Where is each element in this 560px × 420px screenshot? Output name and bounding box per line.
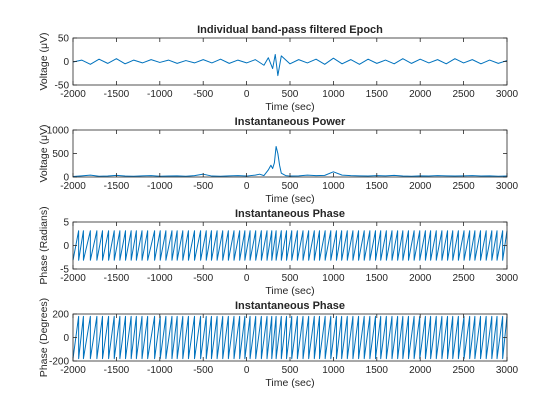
panel-epoch: -2000 -1500 -1000 -500 0 500 1000 1500 2000 2500 3… <box>38 24 519 113</box>
phase-radians-xtick-label: 0 <box>244 273 250 284</box>
power-xtick-label: -500 <box>193 181 213 192</box>
panel-phase-degrees: -2000 -1500 -1000 -500 0 500 1000 1500 2000 2500 3… <box>38 298 519 389</box>
power-ytick-label: 1000 <box>47 126 70 137</box>
phase-degrees-ytick-label: 0 <box>63 333 69 344</box>
power-xtick-label: 0 <box>244 181 250 192</box>
phase-radians-xtick-label: 1000 <box>322 273 345 284</box>
phase-radians-xtick-label: 500 <box>282 273 299 284</box>
power-ytick-label: 500 <box>52 149 69 160</box>
epoch-title: Individual band-pass filtered Epoch <box>197 24 383 36</box>
phase-degrees-xtick-label: 2500 <box>452 365 475 376</box>
phase-degrees-xtick-label: 0 <box>244 365 250 376</box>
epoch-xlabel: Time (sec) <box>265 101 314 113</box>
phase-radians-title: Instantaneous Phase <box>235 208 345 220</box>
phase-degrees-xtick-label: -1500 <box>104 365 130 376</box>
phase-radians-xlabel: Time (sec) <box>265 285 314 297</box>
phase-radians-ylabel: Phase (Radians) <box>38 206 50 284</box>
power-ytick-label: 0 <box>63 173 69 184</box>
phase-degrees-xlabel: Time (sec) <box>265 377 314 389</box>
epoch-ytick-label: 0 <box>63 57 69 68</box>
phase-degrees-xtick-label: -1000 <box>147 365 173 376</box>
epoch-xtick-label: 500 <box>282 89 299 100</box>
phase-radians-ytick-label: 0 <box>63 241 69 252</box>
epoch-xtick-label: 1500 <box>366 89 389 100</box>
panel-phase-radians: -2000 -1500 -1000 -500 0 500 1000 1500 2000 2500 3… <box>38 206 519 297</box>
phase-degrees-ytick-label: 200 <box>52 310 69 321</box>
phase-radians-xtick-label: -2000 <box>60 273 86 284</box>
phase-radians-ytick-label: 5 <box>63 218 69 229</box>
epoch-ylabel: Voltage (μV) <box>38 33 50 91</box>
power-series-line <box>72 145 508 178</box>
phase-radians-xtick-label: -500 <box>193 273 213 284</box>
phase-radians-xtick-label: 2000 <box>409 273 432 284</box>
phase-degrees-xtick-label: -2000 <box>60 365 86 376</box>
power-xtick-label: 1000 <box>322 181 345 192</box>
power-xtick-label: -1500 <box>104 181 130 192</box>
phase-degrees-xtick-label: 2000 <box>409 365 432 376</box>
phase-degrees-title: Instantaneous Phase <box>235 300 345 312</box>
phase-degrees-xtick-label: 500 <box>282 365 299 376</box>
phase-degrees-xtick-label: 3000 <box>496 365 519 376</box>
phase-degrees-xtick-label: 1500 <box>366 365 389 376</box>
epoch-ytick-label: -50 <box>55 81 70 92</box>
power-xtick-label: 2500 <box>452 181 475 192</box>
phase-degrees-xtick-label: 1000 <box>322 365 345 376</box>
phase-degrees-ytick-label: -200 <box>49 357 69 368</box>
power-xtick-label: 1500 <box>366 181 389 192</box>
epoch-xtick-label: -2000 <box>60 89 86 100</box>
power-xtick-label: -1000 <box>147 181 173 192</box>
power-xtick-label: -2000 <box>60 181 86 192</box>
power-xtick-label: 2000 <box>409 181 432 192</box>
power-xlabel: Time (sec) <box>265 193 314 205</box>
phase-degrees-series-line <box>72 315 508 360</box>
power-xtick-label: 500 <box>282 181 299 192</box>
phase-radians-xtick-label: -1000 <box>147 273 173 284</box>
epoch-xtick-label: 0 <box>244 89 250 100</box>
epoch-ytick-label: 50 <box>58 34 70 45</box>
phase-degrees-ylabel: Phase (Degrees) <box>38 298 50 377</box>
phase-radians-xtick-label: 2500 <box>452 273 475 284</box>
power-xtick-label: 3000 <box>496 181 519 192</box>
phase-degrees-xtick-label: -500 <box>193 365 213 376</box>
phase-radians-ytick-label: -5 <box>60 265 69 276</box>
phase-radians-series-line <box>72 230 508 261</box>
phase-radians-xtick-label: 1500 <box>366 273 389 284</box>
epoch-xtick-label: 2000 <box>409 89 432 100</box>
power-title: Instantaneous Power <box>235 116 346 128</box>
panel-power: -2000 -1500 -1000 -500 0 500 1000 1500 2000 2500 3… <box>38 116 519 205</box>
epoch-xtick-label: -1500 <box>104 89 130 100</box>
epoch-xtick-label: -1000 <box>147 89 173 100</box>
power-axes-box <box>72 129 508 178</box>
phase-radians-xtick-label: -1500 <box>104 273 130 284</box>
epoch-xtick-label: 3000 <box>496 89 519 100</box>
epoch-series-line <box>72 53 508 77</box>
epoch-xtick-label: 1000 <box>322 89 345 100</box>
epoch-xtick-label: 2500 <box>452 89 475 100</box>
phase-radians-xtick-label: 3000 <box>496 273 519 284</box>
power-ylabel: Voltage (μV) <box>38 125 50 183</box>
epoch-xtick-label: -500 <box>193 89 213 100</box>
